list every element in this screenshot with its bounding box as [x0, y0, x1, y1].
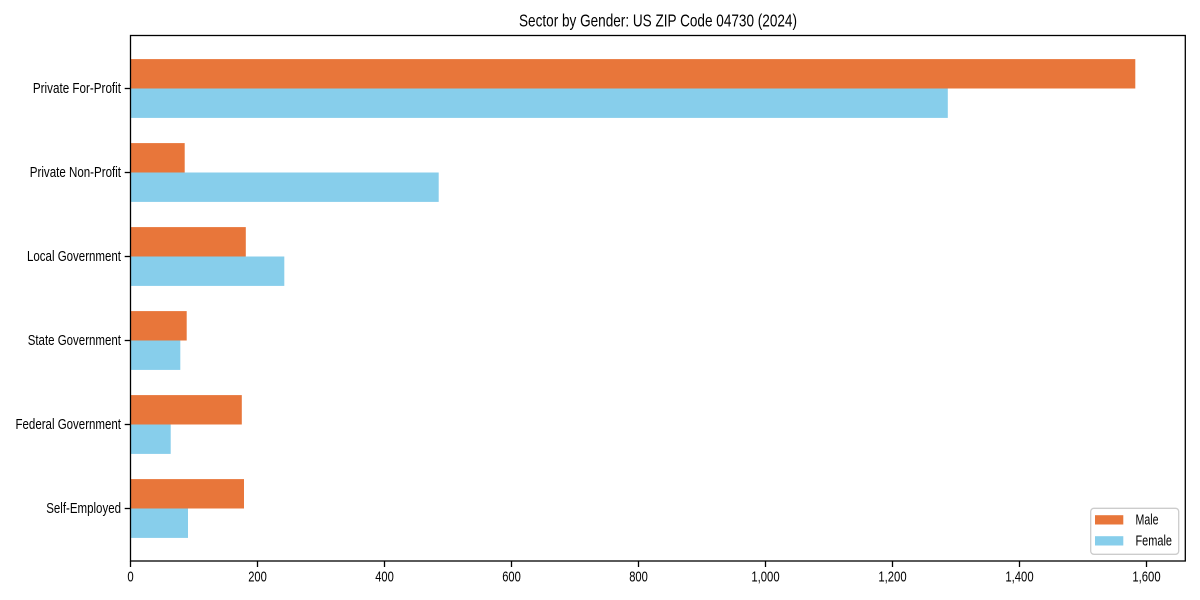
svg-text:600: 600 — [502, 570, 521, 586]
svg-text:200: 200 — [248, 570, 267, 586]
svg-text:Local Government: Local Government — [27, 249, 121, 265]
svg-text:Male: Male — [1136, 513, 1159, 529]
svg-text:1,600: 1,600 — [1132, 570, 1160, 586]
svg-text:Private Non-Profit: Private Non-Profit — [30, 165, 121, 181]
svg-text:Private For-Profit: Private For-Profit — [33, 81, 121, 97]
svg-text:1,400: 1,400 — [1005, 570, 1033, 586]
svg-text:1,200: 1,200 — [878, 570, 906, 586]
svg-text:0: 0 — [127, 570, 133, 586]
svg-text:State Government: State Government — [28, 333, 121, 349]
svg-text:Sector by Gender: US ZIP Code: Sector by Gender: US ZIP Code 04730 (202… — [519, 11, 797, 31]
svg-text:Female: Female — [1136, 534, 1173, 550]
svg-text:1,000: 1,000 — [751, 570, 779, 586]
svg-text:400: 400 — [375, 570, 394, 586]
svg-text:Self-Employed: Self-Employed — [46, 501, 121, 517]
svg-text:800: 800 — [629, 570, 648, 586]
svg-text:Federal Government: Federal Government — [16, 417, 122, 433]
